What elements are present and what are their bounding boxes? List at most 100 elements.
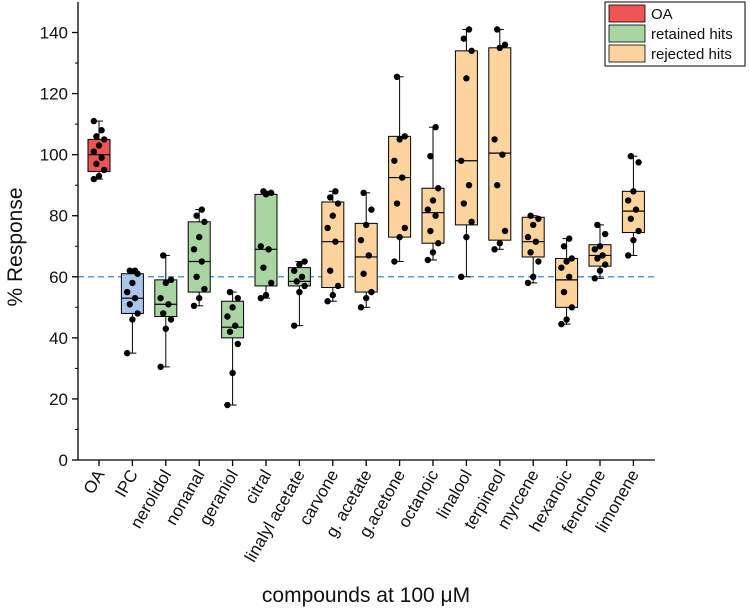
data-point	[399, 174, 406, 181]
data-point	[566, 273, 573, 280]
data-point	[129, 279, 136, 287]
data-point	[591, 275, 598, 282]
box-g-acetate	[354, 189, 378, 311]
data-point	[357, 236, 365, 244]
box-carvone	[321, 188, 345, 305]
data-point	[357, 304, 365, 311]
data-point	[496, 240, 503, 247]
data-point	[224, 401, 231, 409]
boxes-layer	[87, 26, 645, 409]
data-point	[632, 206, 640, 213]
data-point	[260, 188, 267, 195]
data-point	[334, 282, 342, 290]
legend-label: rejected hits	[651, 46, 732, 63]
data-point	[293, 278, 300, 285]
data-point	[93, 133, 100, 140]
box-iqr	[388, 135, 412, 238]
data-point	[190, 246, 198, 253]
legend-swatch	[608, 4, 646, 23]
data-point	[160, 310, 167, 317]
data-point	[393, 200, 401, 207]
data-point	[635, 159, 642, 166]
y-tick-label: 20	[49, 390, 68, 409]
data-point	[262, 291, 270, 299]
data-point	[396, 233, 403, 241]
data-point	[101, 166, 108, 174]
data-point	[193, 273, 200, 280]
data-point	[95, 172, 103, 180]
data-point	[501, 41, 509, 48]
data-point	[558, 320, 565, 328]
data-point	[566, 235, 573, 242]
data-point	[131, 294, 139, 302]
y-tick-label: 60	[49, 268, 68, 287]
data-point	[198, 206, 205, 213]
data-point	[465, 26, 473, 33]
data-point	[591, 246, 598, 253]
box-myrcene	[521, 212, 545, 287]
data-point	[332, 238, 339, 245]
box-hexanoic	[555, 235, 579, 328]
data-point	[365, 252, 372, 259]
data-point	[494, 26, 501, 33]
data-point	[558, 264, 565, 271]
data-point	[594, 221, 601, 229]
data-point	[535, 258, 542, 265]
data-point	[432, 212, 439, 219]
data-point	[468, 47, 475, 55]
data-point	[627, 152, 634, 160]
data-point	[360, 270, 367, 277]
box-terpineol	[488, 26, 512, 253]
legend-swatch	[608, 44, 646, 63]
data-point	[196, 294, 203, 302]
data-point	[93, 160, 100, 168]
data-point	[126, 267, 133, 274]
data-point	[190, 302, 198, 310]
data-point	[468, 218, 475, 226]
box-iqr	[321, 201, 345, 288]
box-nerolidol	[154, 252, 178, 371]
data-point	[491, 136, 498, 143]
data-point	[160, 252, 167, 259]
data-point	[527, 212, 534, 219]
data-point	[90, 117, 98, 125]
data-point	[463, 75, 470, 82]
y-tick-label: 0	[59, 451, 68, 470]
data-point	[129, 316, 136, 323]
data-point	[201, 285, 208, 293]
data-point	[560, 288, 568, 296]
box-ipc	[120, 267, 144, 357]
data-point	[630, 236, 637, 244]
data-point	[501, 227, 509, 235]
data-point	[229, 369, 236, 377]
data-point	[101, 136, 108, 143]
data-point	[332, 188, 339, 195]
data-point	[124, 349, 131, 357]
data-point	[291, 267, 298, 274]
data-point	[563, 258, 570, 265]
box-fenchone	[588, 221, 612, 282]
legend-swatch	[608, 24, 646, 43]
data-point	[524, 233, 532, 241]
legend-label: retained hits	[651, 26, 733, 43]
data-point	[226, 328, 234, 335]
data-point	[98, 127, 105, 134]
data-point	[324, 298, 331, 305]
box-iqr	[187, 221, 211, 293]
data-point	[265, 246, 272, 253]
box-iqr	[621, 190, 645, 234]
data-point	[324, 224, 331, 232]
data-point	[90, 175, 98, 183]
box-iqr	[454, 50, 478, 226]
data-point	[126, 301, 133, 308]
data-point	[530, 221, 537, 229]
data-point	[424, 206, 431, 213]
box-citral	[254, 188, 278, 302]
data-point	[363, 221, 370, 229]
data-point	[165, 301, 172, 308]
data-point	[157, 363, 164, 371]
data-point	[296, 261, 303, 268]
x-axis-title: compounds at 100 μM	[262, 584, 470, 607]
data-point	[298, 273, 306, 280]
data-point	[391, 258, 398, 265]
